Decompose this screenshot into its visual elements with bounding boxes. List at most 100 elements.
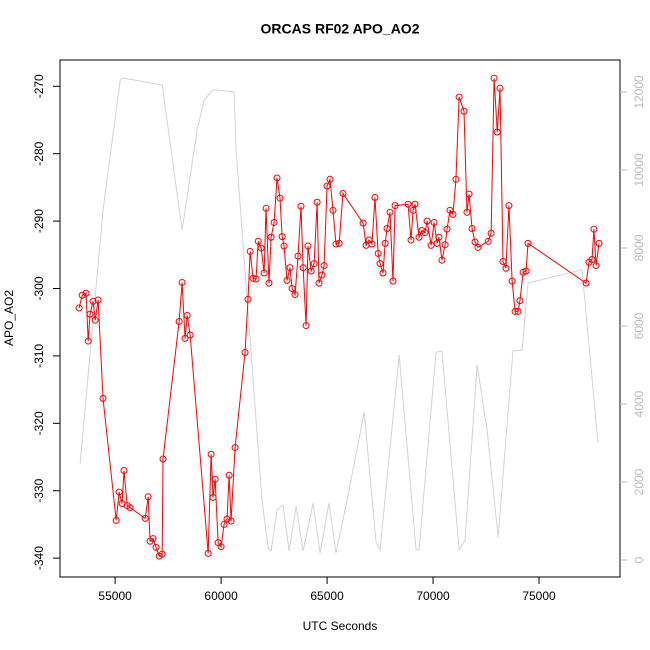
data-point	[588, 256, 596, 264]
data-point	[278, 233, 286, 241]
data-point	[262, 204, 270, 212]
data-point	[511, 307, 519, 315]
data-point	[144, 493, 152, 501]
data-point	[91, 316, 99, 324]
data-point	[320, 262, 328, 270]
data-point	[207, 450, 215, 458]
data-point	[471, 238, 479, 246]
data-point	[487, 229, 495, 237]
x-tick-label: 75000	[522, 589, 556, 603]
data-point	[339, 189, 347, 197]
data-point	[329, 206, 337, 214]
data-point	[178, 278, 186, 286]
data-point	[267, 233, 275, 241]
data-point	[78, 291, 86, 299]
data-point	[313, 198, 321, 206]
data-point	[423, 217, 431, 225]
y-tick-label: -320	[32, 411, 46, 435]
data-point	[175, 318, 183, 326]
data-point	[112, 516, 120, 524]
y-tick-label: -270	[32, 74, 46, 98]
data-point	[463, 208, 471, 216]
data-point	[368, 240, 376, 248]
data-point	[383, 225, 391, 233]
data-point	[291, 291, 299, 299]
data-point	[452, 175, 460, 183]
data-point	[307, 267, 315, 275]
data-point	[257, 244, 265, 252]
data-point	[595, 239, 603, 247]
data-point	[283, 276, 291, 284]
data-point	[241, 349, 249, 357]
data-point	[460, 107, 468, 115]
data-point	[508, 277, 516, 285]
y-tick-label: -290	[32, 209, 46, 233]
data-point	[386, 208, 394, 216]
data-point	[94, 296, 102, 304]
data-point	[323, 182, 331, 190]
data-point	[288, 285, 296, 293]
data-point	[297, 202, 305, 210]
data-point	[335, 239, 343, 247]
data-point	[302, 322, 310, 330]
data-point	[120, 466, 128, 474]
data-point	[89, 297, 97, 305]
data-point	[371, 194, 379, 202]
data-point	[294, 252, 302, 260]
data-point	[474, 243, 482, 251]
data-point	[326, 175, 334, 183]
data-point	[183, 311, 191, 319]
data-point	[332, 240, 340, 248]
data-point	[359, 219, 367, 227]
data-point	[409, 206, 417, 214]
data-point	[389, 277, 397, 285]
data-point	[286, 264, 294, 272]
x-tick-label: 70000	[416, 589, 450, 603]
data-point	[524, 239, 532, 247]
data-point	[265, 279, 273, 287]
y-tick-label: -300	[32, 276, 46, 300]
data-point	[115, 488, 123, 496]
series-line	[78, 78, 600, 557]
data-point	[415, 233, 423, 241]
data-point	[158, 550, 166, 558]
data-point	[270, 218, 278, 226]
data-point	[246, 247, 254, 255]
y-tick-label: -340	[32, 546, 46, 570]
chart-title: ORCAS RF02 APO_AO2	[261, 21, 420, 37]
y2-tick-label: 10000	[632, 153, 646, 187]
y2-tick-label: 4000	[632, 390, 646, 417]
data-point	[435, 233, 443, 241]
data-point	[225, 471, 233, 479]
data-point	[381, 239, 389, 247]
y-tick-label: -280	[32, 141, 46, 165]
data-point	[590, 225, 598, 233]
data-point	[181, 334, 189, 342]
y-axis-label: APO_AO2	[2, 290, 16, 346]
data-point	[276, 194, 284, 202]
data-point	[484, 237, 492, 245]
data-point	[315, 279, 323, 287]
data-point	[421, 229, 429, 237]
data-point	[407, 236, 415, 244]
x-tick-label: 60000	[204, 589, 238, 603]
data-point	[379, 269, 387, 277]
data-point	[441, 241, 449, 249]
data-point	[204, 549, 212, 557]
plot-frame	[59, 59, 621, 578]
data-point	[318, 271, 326, 279]
data-point	[310, 260, 318, 268]
data-point	[82, 289, 90, 297]
data-point	[468, 225, 476, 233]
data-point	[152, 543, 160, 551]
data-point	[592, 262, 600, 270]
data-point	[455, 93, 463, 101]
data-point	[443, 225, 451, 233]
data-point	[126, 504, 134, 512]
data-point	[505, 202, 513, 210]
data-point	[304, 242, 312, 250]
data-point	[502, 264, 510, 272]
x-tick-label: 65000	[310, 589, 344, 603]
data-point	[217, 543, 225, 551]
